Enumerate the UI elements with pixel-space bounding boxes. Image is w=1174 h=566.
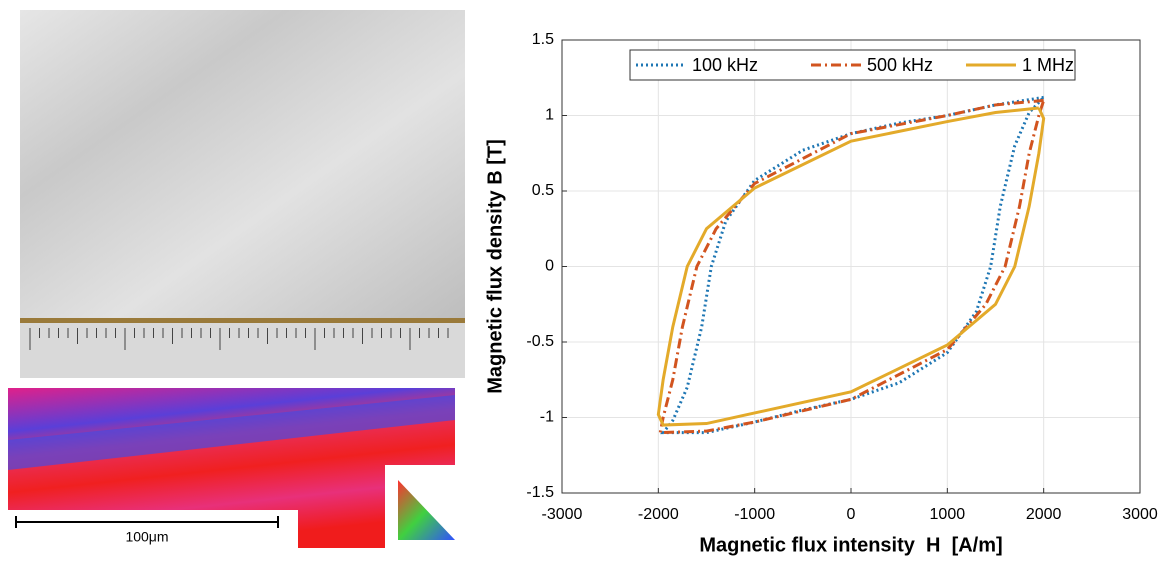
x-axis-label: Magnetic flux intensity H [A/m]: [699, 534, 1002, 556]
x-tick-label: -3000: [542, 506, 583, 523]
scale-label: 100μm: [125, 529, 168, 545]
y-tick-label: 1.5: [532, 31, 554, 48]
scale-box: [8, 510, 298, 550]
x-tick-label: 1000: [930, 506, 966, 523]
photo-edge: [20, 318, 465, 323]
legend-label: 100 kHz: [692, 55, 758, 75]
x-tick-label: -2000: [638, 506, 679, 523]
foil-photo: [20, 10, 465, 322]
x-tick-label: 3000: [1122, 506, 1158, 523]
x-tick-label: 0: [847, 506, 856, 523]
y-tick-label: 0: [545, 258, 554, 275]
y-tick-label: 1: [545, 107, 554, 124]
legend-label: 1 MHz: [1022, 55, 1074, 75]
y-tick-label: -1: [540, 409, 554, 426]
ipf-triangle: [398, 480, 455, 540]
plot-frame: [561, 39, 1141, 494]
chart: -3000 -2000 -1000 0 1000 2000 3000 -1.5 -1 -0.5 0 0…: [484, 31, 1158, 556]
series-line: [656, 106, 1046, 427]
y-tick-label: -0.5: [526, 333, 554, 350]
series-line: [658, 98, 1046, 435]
y-tick-label: 0.5: [532, 182, 554, 199]
ebsd-band: [8, 395, 455, 470]
legend-label: 500 kHz: [867, 55, 933, 75]
y-tick-label: -1.5: [526, 484, 554, 501]
x-tick-label: -1000: [734, 506, 775, 523]
ruler-ticks: [29, 328, 449, 350]
y-axis-label: Magnetic flux density B [T]: [484, 139, 506, 393]
x-tick-label: 2000: [1026, 506, 1062, 523]
